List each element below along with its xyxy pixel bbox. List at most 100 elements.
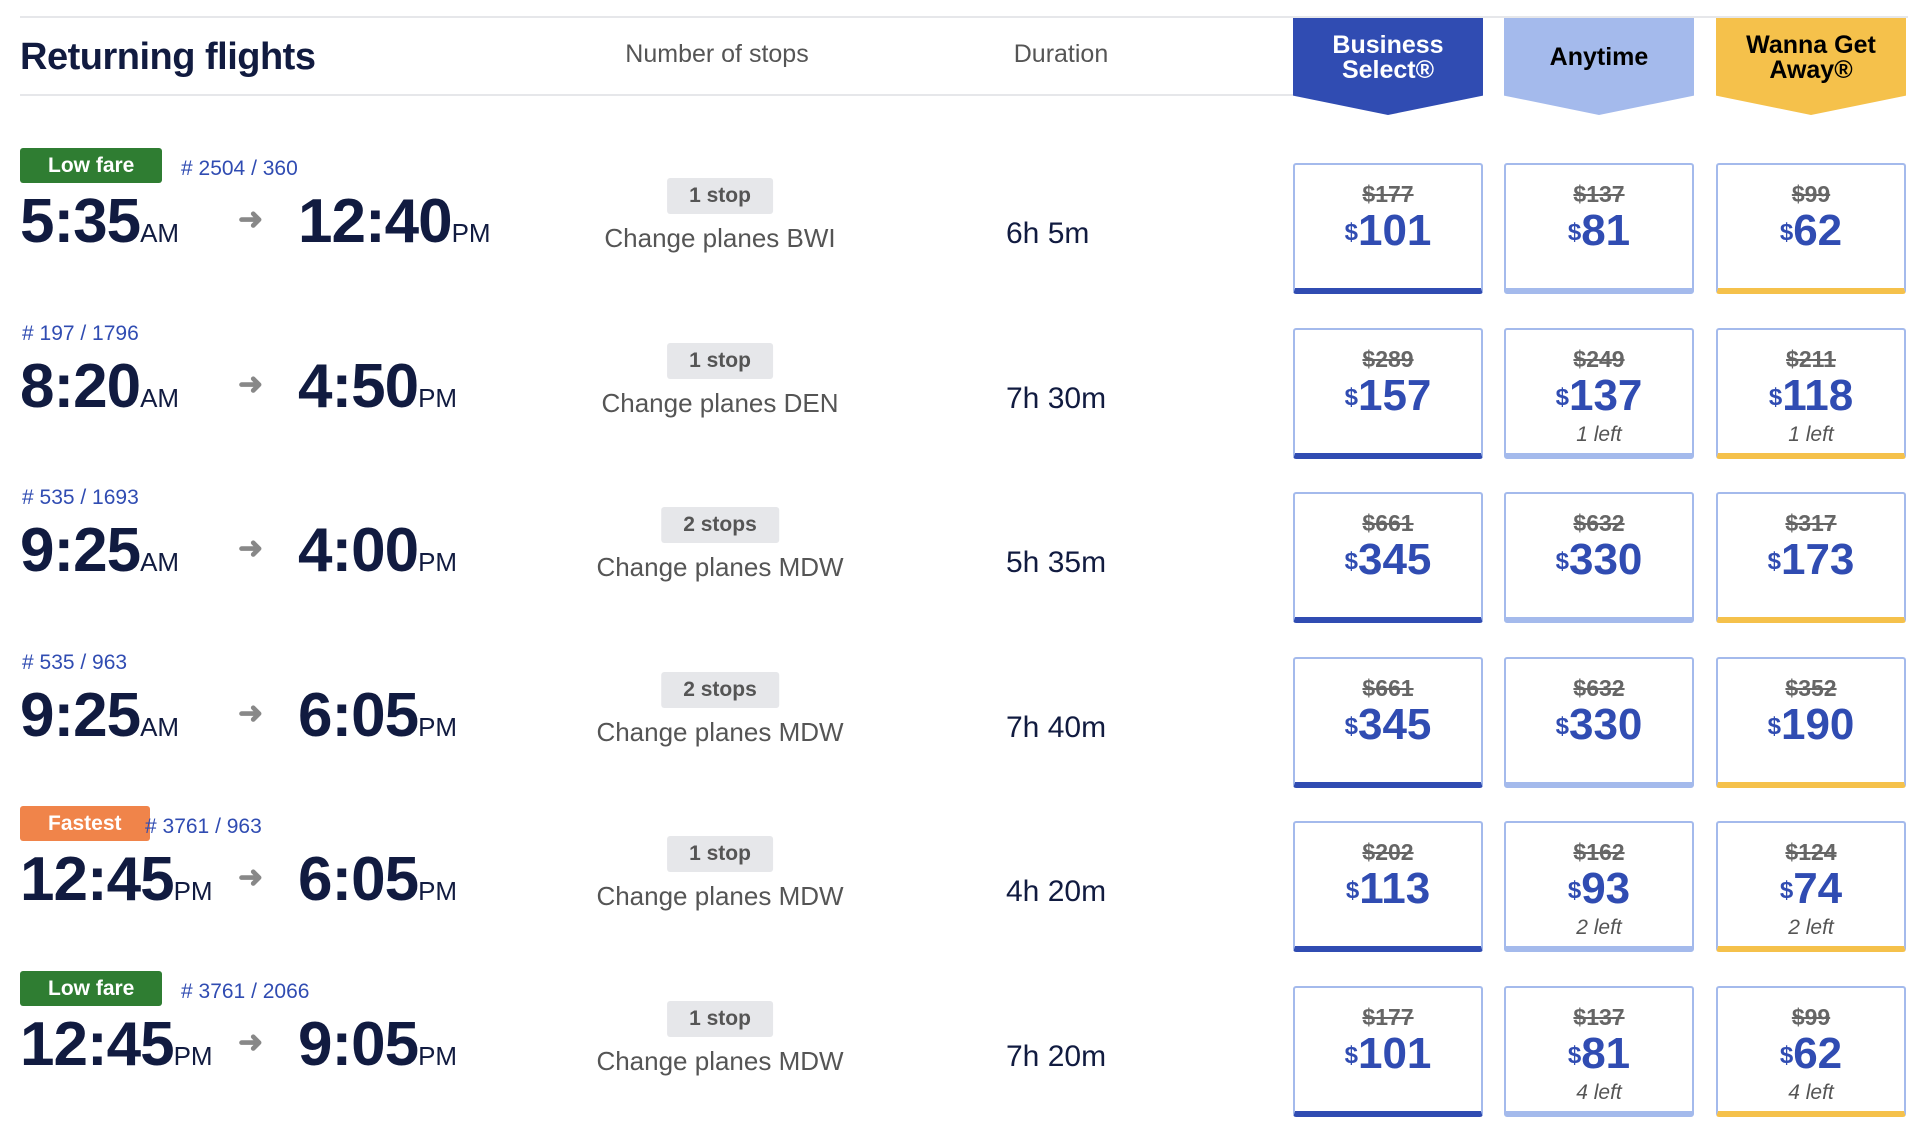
original-price: $99: [1791, 181, 1831, 207]
arrival-time: 9:05PM: [298, 1009, 458, 1079]
top-divider: [20, 16, 1908, 18]
fare-header-1: Anytime: [1504, 18, 1694, 115]
fare-price-button[interactable]: $202 $113: [1293, 821, 1483, 952]
change-planes: Change planes DEN: [601, 387, 839, 418]
flight-row: Low fare # 3761 / 2066 12:45PM ➜ 9:05PM 1 sto…: [0, 963, 1928, 1127]
change-planes: Change planes MDW: [596, 716, 844, 747]
fare-price-button[interactable]: $632 $330: [1504, 492, 1694, 623]
original-price: $99: [1791, 1003, 1831, 1030]
sale-price: $157: [1344, 370, 1432, 420]
original-price: $661: [1362, 674, 1414, 701]
original-price: $632: [1573, 674, 1625, 701]
seats-left: 2 left: [1576, 916, 1622, 939]
sale-price: $113: [1345, 864, 1431, 913]
fare-label: Anytime: [1549, 43, 1649, 71]
stops-badge[interactable]: 2 stops: [661, 671, 779, 708]
column-header-duration: Duration: [1013, 40, 1109, 68]
duration: 7h 30m: [1006, 381, 1107, 415]
flight-row: # 535 / 1693 9:25AM ➜ 4:00PM 2 stops Change p…: [0, 469, 1928, 633]
fare-price-button[interactable]: $352 $190: [1716, 656, 1906, 788]
change-planes: Change planes MDW: [596, 552, 844, 582]
departure-time: 9:25AM: [20, 680, 180, 750]
fare-price-button[interactable]: $661 $345: [1293, 492, 1483, 623]
fare-header-2: Wanna Get Away®: [1716, 18, 1906, 115]
sale-price: $345: [1344, 535, 1432, 584]
flight-number-link[interactable]: # 3761 / 963: [145, 815, 262, 838]
fare-price-button[interactable]: $162 $93 2 left: [1504, 821, 1694, 952]
original-price: $352: [1785, 674, 1837, 701]
departure-time: 12:45PM: [20, 845, 213, 914]
stops-badge[interactable]: 1 stop: [667, 836, 773, 872]
original-price: $211: [1786, 345, 1836, 372]
seats-left: 1 left: [1576, 422, 1622, 446]
sale-price: $81: [1567, 1028, 1631, 1078]
duration: 5h 35m: [1006, 546, 1107, 579]
fare-price-button[interactable]: $124 $74 2 left: [1716, 821, 1906, 952]
fare-badge: Fastest: [20, 806, 150, 841]
change-planes: Change planes MDW: [596, 881, 844, 911]
original-price: $289: [1362, 345, 1414, 372]
arrival-time: 6:05PM: [298, 845, 458, 914]
seats-left: 4 left: [1576, 1080, 1622, 1104]
sale-price: $101: [1344, 206, 1432, 255]
original-price: $249: [1573, 345, 1625, 372]
original-price: $632: [1573, 510, 1625, 536]
stops-badge[interactable]: 1 stop: [667, 342, 773, 379]
arrow-right-icon: ➜: [238, 203, 264, 236]
sale-price: $81: [1567, 206, 1631, 255]
sale-price: $62: [1779, 206, 1843, 255]
arrow-right-icon: ➜: [238, 696, 264, 730]
stops-badge[interactable]: 2 stops: [661, 507, 779, 543]
original-price: $177: [1362, 181, 1414, 207]
fare-price-button[interactable]: $99 $62 4 left: [1716, 985, 1906, 1117]
arrival-time: 4:00PM: [298, 516, 458, 585]
flight-number-link[interactable]: # 3761 / 2066: [181, 979, 310, 1003]
fare-price-button[interactable]: $317 $173: [1716, 492, 1906, 623]
flight-row: # 535 / 963 9:25AM ➜ 6:05PM 2 stops Change pl…: [0, 634, 1928, 798]
fare-price-button[interactable]: $137 $81 4 left: [1504, 985, 1694, 1117]
original-price: $317: [1785, 510, 1837, 536]
duration: 6h 5m: [1006, 217, 1090, 250]
original-price: $202: [1362, 839, 1414, 865]
departure-time: 8:20AM: [20, 351, 180, 421]
arrow-right-icon: ➜: [238, 1025, 264, 1059]
fare-price-button[interactable]: $661 $345: [1293, 656, 1483, 788]
fare-header-0: Business Select®: [1293, 18, 1483, 115]
sale-price: $173: [1767, 535, 1855, 584]
fare-price-button[interactable]: $289 $157: [1293, 327, 1483, 459]
sale-price: $93: [1567, 864, 1631, 913]
fare-badge: Low fare: [20, 148, 163, 183]
sale-price: $62: [1779, 1028, 1843, 1078]
stops-badge[interactable]: 1 stop: [667, 1000, 773, 1037]
original-price: $177: [1362, 1003, 1414, 1030]
fare-badge: Low fare: [20, 970, 163, 1006]
sale-price: $101: [1344, 1028, 1432, 1078]
arrow-right-icon: ➜: [238, 367, 264, 401]
duration: 7h 20m: [1006, 1039, 1107, 1073]
fare-price-button[interactable]: $249 $137 1 left: [1504, 327, 1694, 459]
fare-label: Away®: [1769, 55, 1853, 84]
fare-label: Business: [1332, 30, 1444, 59]
column-header-stops: Number of stops: [625, 40, 809, 68]
fare-price-button[interactable]: $137 $81: [1504, 163, 1694, 294]
sale-price: $345: [1344, 699, 1432, 749]
arrow-right-icon: ➜: [238, 861, 264, 894]
flight-row: Fastest # 3761 / 963 12:45PM ➜ 6:05PM 1 stop C…: [0, 798, 1928, 962]
sale-price: $118: [1768, 370, 1854, 420]
fare-price-button[interactable]: $211 $118 1 left: [1716, 327, 1906, 459]
sale-price: $137: [1555, 370, 1643, 420]
sale-price: $190: [1767, 699, 1855, 749]
stops-badge[interactable]: 1 stop: [667, 178, 773, 214]
fare-price-button[interactable]: $632 $330: [1504, 656, 1694, 788]
flight-number-link[interactable]: # 535 / 963: [22, 650, 128, 674]
flight-row: # 197 / 1796 8:20AM ➜ 4:50PM 1 stop Change pl…: [0, 305, 1928, 469]
flight-number-link[interactable]: # 197 / 1796: [22, 321, 139, 345]
original-price: $137: [1573, 181, 1625, 207]
arrow-right-icon: ➜: [238, 532, 264, 565]
fare-price-button[interactable]: $99 $62: [1716, 163, 1906, 294]
fare-price-button[interactable]: $177 $101: [1293, 985, 1483, 1117]
arrival-time: 12:40PM: [298, 187, 491, 256]
flight-number-link[interactable]: # 2504 / 360: [181, 157, 298, 180]
fare-price-button[interactable]: $177 $101: [1293, 163, 1483, 294]
flight-number-link[interactable]: # 535 / 1693: [22, 486, 139, 509]
